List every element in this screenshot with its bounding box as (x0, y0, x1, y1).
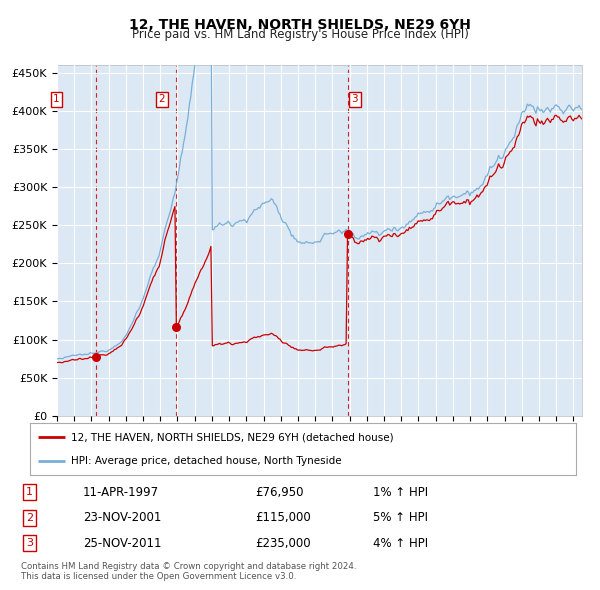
Text: Contains HM Land Registry data © Crown copyright and database right 2024.: Contains HM Land Registry data © Crown c… (21, 562, 356, 571)
Text: 25-NOV-2011: 25-NOV-2011 (83, 537, 161, 550)
Text: 4% ↑ HPI: 4% ↑ HPI (373, 537, 428, 550)
Text: HPI: Average price, detached house, North Tyneside: HPI: Average price, detached house, Nort… (71, 456, 341, 466)
Text: 23-NOV-2001: 23-NOV-2001 (83, 511, 161, 525)
Text: £115,000: £115,000 (255, 511, 311, 525)
Text: 12, THE HAVEN, NORTH SHIELDS, NE29 6YH: 12, THE HAVEN, NORTH SHIELDS, NE29 6YH (129, 18, 471, 32)
Text: 3: 3 (26, 538, 33, 548)
Text: This data is licensed under the Open Government Licence v3.0.: This data is licensed under the Open Gov… (21, 572, 296, 581)
Text: 1: 1 (26, 487, 33, 497)
Text: 3: 3 (352, 94, 358, 104)
Text: 11-APR-1997: 11-APR-1997 (83, 486, 159, 499)
Text: £235,000: £235,000 (255, 537, 311, 550)
Text: 2: 2 (26, 513, 33, 523)
Text: Price paid vs. HM Land Registry's House Price Index (HPI): Price paid vs. HM Land Registry's House … (131, 28, 469, 41)
Text: 5% ↑ HPI: 5% ↑ HPI (373, 511, 428, 525)
Text: 12, THE HAVEN, NORTH SHIELDS, NE29 6YH (detached house): 12, THE HAVEN, NORTH SHIELDS, NE29 6YH (… (71, 432, 394, 442)
Text: 2: 2 (158, 94, 166, 104)
Text: 1: 1 (53, 94, 60, 104)
Text: 1% ↑ HPI: 1% ↑ HPI (373, 486, 428, 499)
Text: £76,950: £76,950 (255, 486, 304, 499)
